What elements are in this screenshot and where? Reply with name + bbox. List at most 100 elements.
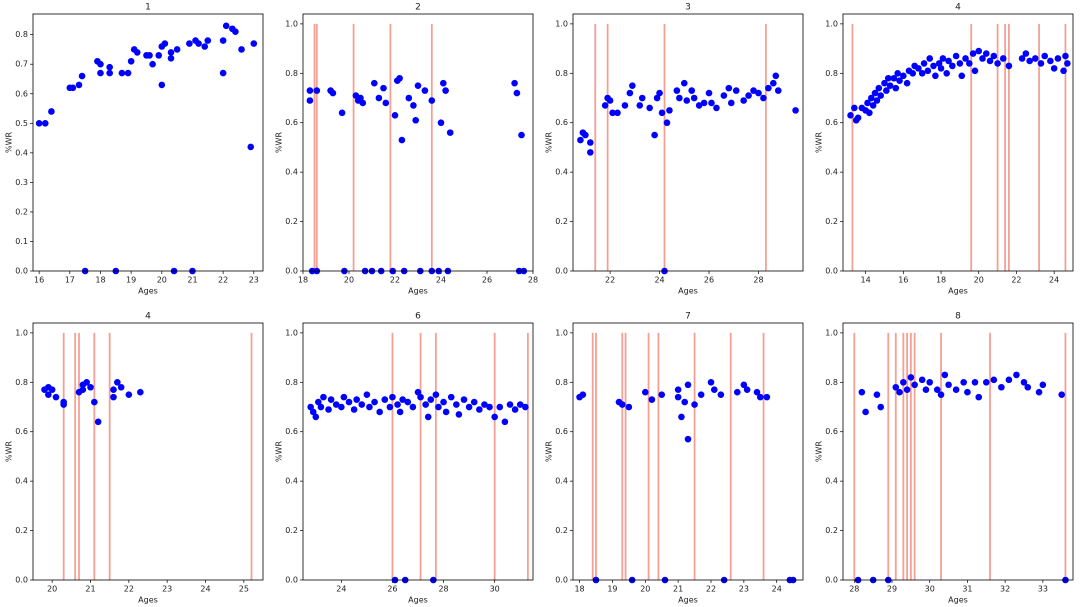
data-point [949, 62, 956, 70]
x-tick-label: 23 [249, 276, 259, 285]
x-tick-label: 30 [925, 585, 935, 594]
data-point [412, 116, 420, 124]
x-tick-label: 18 [574, 585, 584, 594]
subplot-title: 3 [685, 3, 691, 13]
axes-frame [842, 322, 1074, 581]
data-point [609, 109, 616, 117]
data-point [1054, 55, 1062, 62]
data-point [646, 104, 653, 112]
data-point [446, 129, 454, 136]
y-tick-label: 0.2 [555, 217, 568, 226]
x-tick-label: 20 [640, 585, 650, 594]
y-tick-label: 0.4 [555, 477, 568, 486]
data-point [673, 87, 681, 94]
data-point [969, 50, 977, 57]
y-tick-label: 0.4 [825, 168, 838, 177]
data-point [674, 386, 682, 394]
data-point [952, 386, 960, 394]
data-point [173, 46, 181, 53]
data-point [656, 89, 663, 97]
data-point [435, 403, 442, 411]
data-point [465, 403, 473, 411]
data-point [941, 371, 949, 379]
x-tick-label: 19 [607, 585, 617, 594]
data-point [877, 92, 885, 99]
data-point [890, 74, 898, 82]
data-point [78, 72, 86, 80]
data-point [964, 388, 971, 396]
data-point [327, 396, 335, 403]
y-tick-label: 0.3 [15, 178, 28, 187]
data-point [1035, 388, 1043, 396]
subplot: 7 Ages %WR 18 19 20 21 22 23 24 0.0 0.2 0.4 0.6 0.8 1.0 [545, 312, 804, 605]
data-point [681, 398, 689, 406]
data-point [371, 398, 378, 406]
data-point [118, 69, 126, 77]
data-point [106, 63, 113, 71]
axes-frame [572, 322, 804, 581]
data-point [359, 99, 367, 107]
data-point [943, 70, 950, 77]
y-tick-label: 0.7 [15, 60, 28, 69]
data-point [375, 94, 383, 102]
y-tick-label: 0.4 [15, 148, 28, 157]
data-point [740, 97, 747, 104]
data-point [428, 97, 436, 104]
data-point [975, 47, 983, 55]
data-point [442, 408, 450, 416]
data-point [707, 379, 715, 386]
data-point [410, 102, 417, 109]
y-tick-label: 1.0 [825, 19, 838, 28]
data-point [41, 119, 49, 127]
y-tick-label: 0.4 [825, 477, 838, 486]
x-tick-label: 24 [200, 585, 210, 594]
data-point [186, 40, 193, 47]
data-point [340, 393, 348, 401]
data-point [892, 84, 900, 92]
y-tick-label: 0.2 [285, 217, 298, 226]
data-point [695, 102, 703, 109]
x-tick-label: 17 [65, 276, 75, 285]
data-point [606, 97, 614, 104]
data-point [247, 143, 255, 151]
data-point [700, 99, 708, 107]
x-axis-label: Ages [948, 287, 968, 296]
data-point [97, 69, 104, 77]
data-point [862, 408, 869, 416]
y-tick-label: 0.0 [15, 267, 28, 276]
data-point [697, 391, 705, 398]
data-point [414, 82, 422, 89]
data-point [684, 381, 692, 389]
data-point [312, 413, 320, 421]
data-point [915, 65, 922, 72]
data-point [935, 60, 943, 67]
x-axis-label: Ages [138, 596, 158, 605]
data-point [137, 388, 144, 396]
data-point [133, 49, 141, 56]
data-point [155, 52, 163, 59]
data-point [727, 99, 735, 107]
data-point [745, 92, 752, 99]
data-point [307, 403, 314, 411]
data-point [1037, 60, 1045, 67]
data-point [476, 406, 483, 413]
data-point [396, 408, 404, 416]
data-point [732, 87, 740, 94]
data-point [873, 391, 881, 398]
data-point [875, 84, 883, 92]
y-axis-label: %WR [5, 132, 14, 154]
data-point [945, 381, 952, 389]
subplot-title: 1 [145, 3, 151, 13]
x-tick-label: 31 [962, 585, 972, 594]
data-point [315, 398, 322, 406]
data-point [982, 379, 990, 386]
data-point [496, 403, 504, 411]
data-point [884, 74, 892, 82]
data-point [658, 109, 666, 117]
x-tick-label: 19 [126, 276, 136, 285]
data-point [110, 386, 117, 394]
data-point [1026, 57, 1033, 65]
data-point [511, 79, 518, 87]
x-axis-label: Ages [408, 287, 428, 296]
